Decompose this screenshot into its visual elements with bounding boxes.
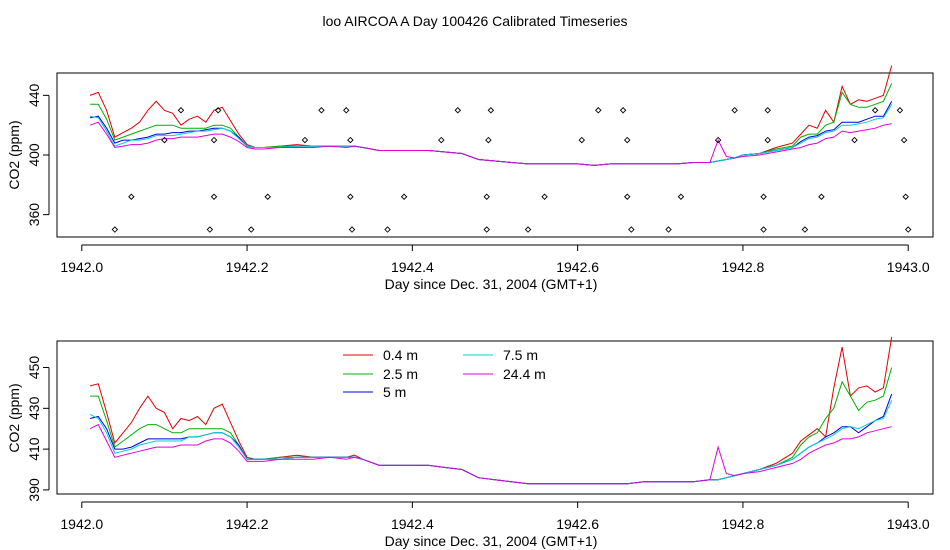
top-diamond-marker	[764, 107, 771, 114]
top-diamond-marker	[210, 136, 218, 144]
top-diamond-marker	[214, 107, 222, 114]
bottom-y-tick-label: 390	[26, 478, 42, 502]
top-x-tick-label: 1942.2	[226, 259, 269, 275]
top-diamond-marker	[731, 107, 738, 114]
top-diamond-marker	[210, 193, 218, 200]
legend-label: 24.4 m	[503, 366, 546, 382]
top-x-tick-label: 1942.6	[556, 259, 599, 275]
top-y-axis-label: CO2 (ppm)	[6, 120, 22, 189]
top-series-lines	[89, 65, 893, 166]
top-diamond-marker	[438, 136, 445, 144]
top-diamond-marker	[177, 107, 185, 114]
top-series-5-mm-line	[90, 101, 893, 166]
bottom-x-tick-label: 1942.8	[722, 516, 765, 532]
top-diamond-marker	[343, 107, 350, 114]
top-diamond-marker	[347, 193, 354, 200]
bottom-y-axis-label: CO2 (ppm)	[6, 383, 22, 452]
top-diamond-marker	[454, 107, 462, 114]
bottom-x-tick-label: 1942.4	[391, 516, 434, 532]
top-diamond-marker	[851, 136, 858, 144]
bottom-x-tick-label: 1942.6	[556, 516, 599, 532]
top-diamond-marker	[348, 226, 356, 233]
top-diamond-marker	[760, 226, 767, 233]
bottom-series-24-4-mm-line	[89, 423, 892, 485]
bottom-axes: 1942.0 1942.2 1942.4 1942.6 1942.8 1943.0 390 4…	[26, 356, 930, 532]
top-diamond-marker	[347, 136, 354, 144]
top-diamond-marker	[801, 226, 809, 233]
bottom-series-7-5-mm-line	[89, 399, 893, 485]
top-axes: 1942.0 1942.2 1942.4 1942.6 1942.8 1943.0 360 4…	[26, 83, 930, 275]
top-x-tick-label: 1942.0	[60, 259, 103, 275]
top-diamond-marker	[318, 107, 325, 114]
legend-label: 0.4 m	[383, 347, 418, 363]
top-diamond-marker	[818, 193, 825, 200]
top-diamond-marker	[623, 136, 631, 144]
bottom-x-tick-label: 1943.0	[887, 516, 930, 532]
top-diamond-marker	[541, 193, 548, 200]
top-diamond-marker	[900, 136, 908, 144]
top-diamond-marker	[902, 193, 909, 200]
bottom-panel: 1942.0 1942.2 1942.4 1942.6 1942.8 1943.0 390 4…	[6, 336, 934, 549]
top-diamond-marker	[483, 226, 490, 233]
top-diamond-marker	[578, 136, 586, 144]
top-diamond-marker	[301, 136, 309, 144]
top-plot-frame	[56, 72, 934, 238]
top-diamond-marker	[161, 136, 168, 144]
legend-label: 5 m	[383, 384, 406, 400]
top-diamond-marker	[628, 226, 635, 233]
top-diamond-marker	[677, 193, 685, 200]
top-diamond-marker	[896, 107, 904, 114]
top-diamond-marker	[714, 136, 722, 144]
top-diamond-marker	[595, 107, 602, 114]
top-diamond-marker	[487, 107, 495, 114]
legend-label: 2.5 m	[383, 366, 418, 382]
top-y-tick-label: 400	[26, 143, 42, 167]
top-diamond-marker	[483, 193, 490, 200]
top-x-axis-label: Day since Dec. 31, 2004 (GMT+1)	[385, 276, 598, 292]
top-diamond-marker	[623, 193, 631, 200]
top-diamond-marker	[904, 226, 912, 233]
top-diamond-marker	[619, 107, 627, 114]
top-diamond-marker	[111, 226, 119, 233]
top-diamond-marker	[206, 226, 214, 233]
bottom-x-axis-label: Day since Dec. 31, 2004 (GMT+1)	[385, 533, 598, 549]
bottom-x-tick-label: 1942.0	[60, 516, 103, 532]
top-diamond-marker	[665, 226, 672, 233]
bottom-series-lines	[89, 336, 893, 485]
top-diamond-marker	[524, 226, 532, 233]
top-y-tick-label: 360	[26, 203, 42, 227]
top-markers	[111, 107, 912, 233]
bottom-legend: 0.4 m 2.5 m 5 m 7.5 m 24.4 m	[343, 347, 546, 400]
top-x-tick-label: 1943.0	[887, 259, 930, 275]
bottom-plot-frame	[56, 340, 934, 495]
top-y-tick-label: 440	[26, 83, 42, 107]
top-diamond-marker	[247, 226, 255, 233]
bottom-y-tick-label: 450	[26, 356, 42, 380]
top-diamond-marker	[128, 193, 135, 200]
top-diamond-marker	[764, 136, 771, 144]
top-x-tick-label: 1942.8	[722, 259, 765, 275]
figure-title: loo AIRCOA A Day 100426 Calibrated Times…	[322, 13, 627, 29]
bottom-y-tick-label: 430	[26, 396, 42, 420]
top-diamond-marker	[264, 193, 271, 200]
bottom-x-tick-label: 1942.2	[226, 516, 269, 532]
bottom-y-tick-label: 410	[26, 437, 42, 461]
legend-label: 7.5 m	[503, 347, 538, 363]
top-panel: 1942.0 1942.2 1942.4 1942.6 1942.8 1943.0 360 4…	[6, 65, 934, 292]
top-x-tick-label: 1942.4	[391, 259, 434, 275]
top-diamond-marker	[400, 193, 408, 200]
bottom-series-5-mm-line	[89, 393, 893, 485]
top-diamond-marker	[871, 107, 879, 114]
top-diamond-marker	[485, 136, 492, 144]
bottom-series-0-4-mm-line	[89, 336, 893, 485]
top-diamond-marker	[760, 193, 767, 200]
top-series-24-4-mm-line	[89, 121, 892, 166]
top-diamond-marker	[384, 226, 391, 233]
